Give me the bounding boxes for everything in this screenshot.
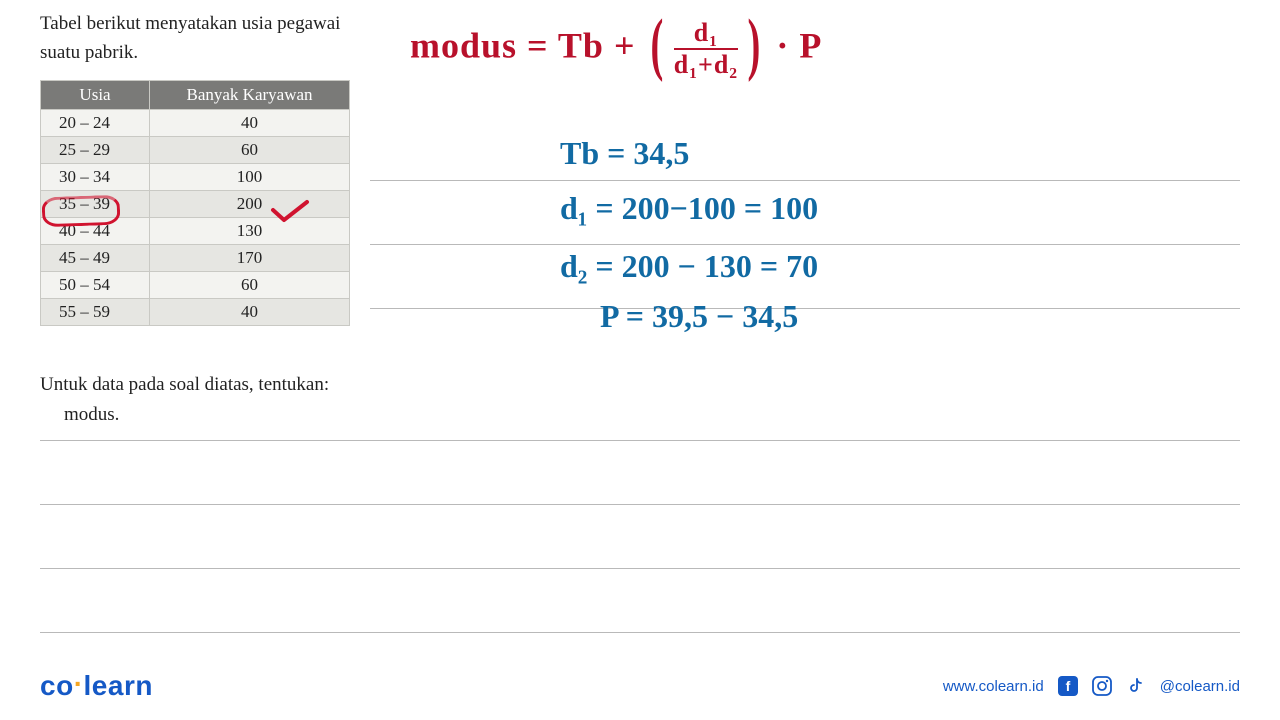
cell: 20 – 24 — [41, 110, 150, 137]
formula-fraction: d₁ d₁+d₂ — [670, 20, 742, 78]
table-row: 25 – 2960 — [41, 137, 350, 164]
cell: 40 — [150, 299, 350, 326]
ruled-line — [370, 244, 1240, 245]
logo-learn: learn — [84, 670, 153, 701]
col-header-usia: Usia — [41, 81, 150, 110]
handwriting-p: P = 39,5 − 34,5 — [600, 298, 798, 335]
cell: 60 — [150, 272, 350, 299]
cell: 40 — [150, 110, 350, 137]
ruled-line — [370, 180, 1240, 181]
cell: 25 – 29 — [41, 137, 150, 164]
facebook-icon[interactable]: f — [1058, 676, 1078, 696]
question-line2: modus. — [40, 400, 329, 430]
ruled-line — [40, 632, 1240, 633]
cell: 50 – 54 — [41, 272, 150, 299]
social-handle[interactable]: @colearn.id — [1160, 678, 1240, 695]
ruled-line — [40, 568, 1240, 569]
formula-denominator: d₁+d₂ — [674, 50, 738, 78]
footer-right: www.colearn.id f @colearn.id — [943, 676, 1240, 696]
tiktok-icon[interactable] — [1126, 676, 1146, 696]
formula-prefix: modus = Tb + — [410, 25, 635, 65]
ruled-line — [370, 308, 1240, 309]
footer-url[interactable]: www.colearn.id — [943, 678, 1044, 695]
ruled-line — [40, 504, 1240, 505]
svg-text:f: f — [1065, 678, 1070, 694]
formula-numerator: d₁ — [674, 20, 738, 50]
formula-suffix: · P — [776, 25, 822, 65]
handwriting-formula: modus = Tb + ( d₁ d₁+d₂ ) · P — [410, 20, 822, 78]
table-row: 20 – 2440 — [41, 110, 350, 137]
cell: 200 — [150, 191, 350, 218]
cell: 30 – 34 — [41, 164, 150, 191]
question-text: Untuk data pada soal diatas, tentukan: m… — [40, 370, 329, 431]
instagram-icon[interactable] — [1092, 676, 1112, 696]
brand-logo: co·learn — [40, 670, 153, 702]
logo-co: co — [40, 670, 74, 701]
table-row: 30 – 34100 — [41, 164, 350, 191]
question-line1: Untuk data pada soal diatas, tentukan: — [40, 370, 329, 400]
table-row: 50 – 5460 — [41, 272, 350, 299]
cell: 100 — [150, 164, 350, 191]
paren-open: ( — [651, 25, 664, 65]
logo-dot: · — [74, 668, 84, 699]
cell: 60 — [150, 137, 350, 164]
cell: 45 – 49 — [41, 245, 150, 272]
table-row: 55 – 5940 — [41, 299, 350, 326]
handwriting-d1: d₁ = 200−100 = 100 — [560, 190, 818, 227]
ruled-line — [40, 440, 1240, 441]
paren-close: ) — [748, 25, 761, 65]
table-row: 45 – 49170 — [41, 245, 350, 272]
cell: 130 — [150, 218, 350, 245]
footer: co·learn www.colearn.id f @colearn.id — [40, 670, 1240, 702]
col-header-karyawan: Banyak Karyawan — [150, 81, 350, 110]
checkmark-annotation — [270, 198, 310, 226]
handwriting-tb: Tb = 34,5 — [560, 135, 689, 172]
cell: 170 — [150, 245, 350, 272]
cell: 55 – 59 — [41, 299, 150, 326]
handwriting-d2: d₂ = 200 − 130 = 70 — [560, 248, 818, 285]
intro-text: Tabel berikut menyatakan usia pegawai su… — [40, 10, 380, 67]
highlight-circle-annotation — [42, 195, 121, 228]
